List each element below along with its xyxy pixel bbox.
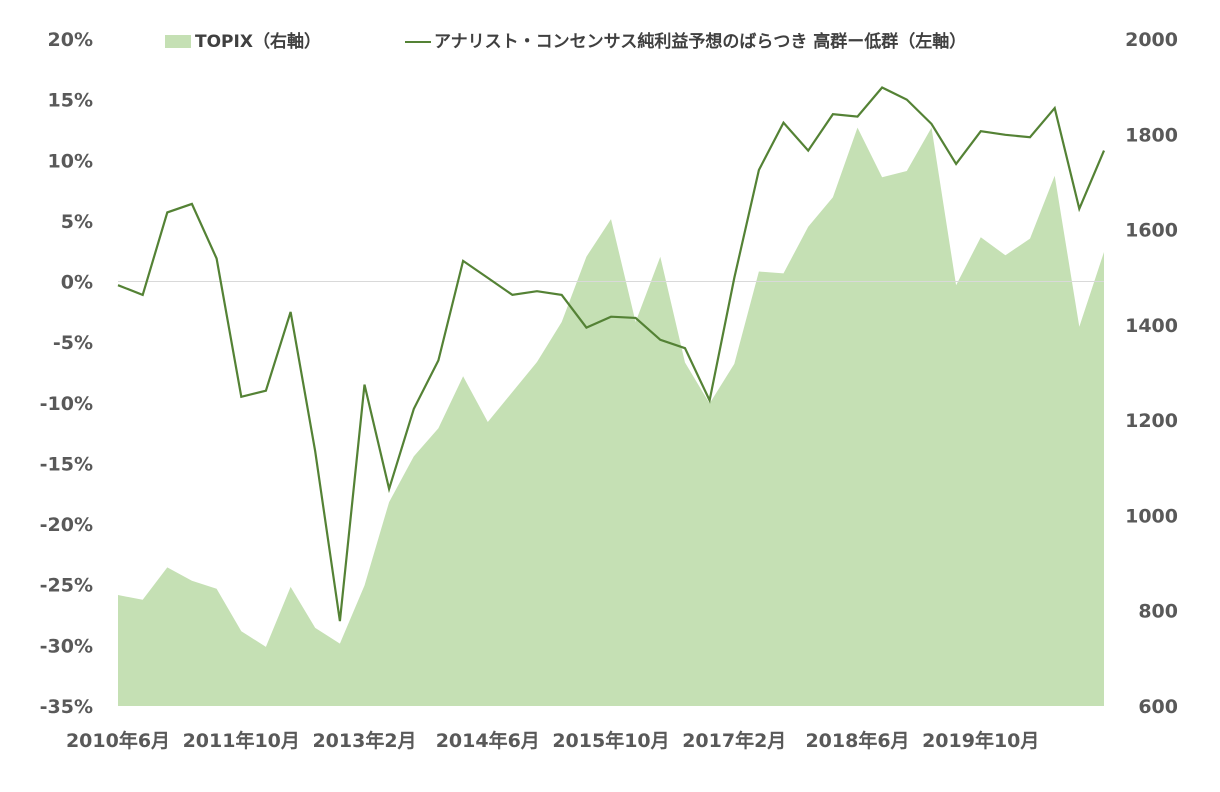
- right-tick-label: 1000: [1125, 505, 1178, 527]
- right-tick-label: 800: [1138, 601, 1178, 623]
- left-tick-label: 20%: [48, 29, 93, 51]
- left-tick-label: 10%: [48, 150, 93, 172]
- right-tick-label: 1200: [1125, 410, 1178, 432]
- left-tick-label: -10%: [40, 393, 93, 415]
- right-axis: 2000 1800 1600 1400 1200 1000 800 600: [1125, 29, 1178, 718]
- left-tick-label: -25%: [40, 575, 93, 597]
- x-tick-label: 2019年10月: [922, 729, 1039, 752]
- consensus-line: [117, 86, 1106, 622]
- x-axis: 2010年6月 2011年10月 2013年2月 2014年6月 2015年10月 201…: [66, 729, 1039, 752]
- right-tick-label: 2000: [1125, 29, 1178, 51]
- left-tick-label: 15%: [48, 90, 93, 112]
- right-tick-label: 1800: [1125, 124, 1178, 146]
- topix-area: [118, 127, 1104, 707]
- x-tick-label: 2018年6月: [805, 729, 909, 752]
- right-tick-label: 1400: [1125, 315, 1178, 337]
- x-tick-label: 2011年10月: [183, 729, 300, 752]
- left-tick-label: -20%: [40, 514, 93, 536]
- left-axis: 20% 15% 10% 5% 0% -5% -10% -15% -20% -25% -30% -35%: [40, 29, 93, 718]
- left-tick-label: 5%: [61, 211, 93, 233]
- x-tick-label: 2010年6月: [66, 729, 170, 752]
- right-tick-label: 1600: [1125, 220, 1178, 242]
- legend-label-consensus: アナリスト・コンセンサス純利益予想のばらつき 高群ー低群（左軸）: [434, 31, 966, 52]
- legend: TOPIX（右軸） アナリスト・コンセンサス純利益予想のばらつき 高群ー低群（左…: [165, 31, 966, 52]
- legend-swatch-topix: [165, 35, 191, 48]
- legend-label-topix: TOPIX（右軸）: [195, 31, 321, 52]
- left-tick-label: 0%: [61, 272, 93, 294]
- x-tick-label: 2014年6月: [436, 729, 540, 752]
- left-tick-label: -30%: [40, 635, 93, 657]
- consensus-line-layer: [117, 86, 1106, 622]
- x-tick-label: 2013年2月: [312, 729, 416, 752]
- x-tick-label: 2015年10月: [552, 729, 669, 752]
- left-tick-label: -35%: [40, 696, 93, 718]
- right-tick-label: 600: [1138, 696, 1178, 718]
- left-tick-label: -5%: [53, 332, 93, 354]
- left-tick-label: -15%: [40, 453, 93, 475]
- x-tick-label: 2017年2月: [682, 729, 786, 752]
- topix-area-layer: [118, 127, 1104, 707]
